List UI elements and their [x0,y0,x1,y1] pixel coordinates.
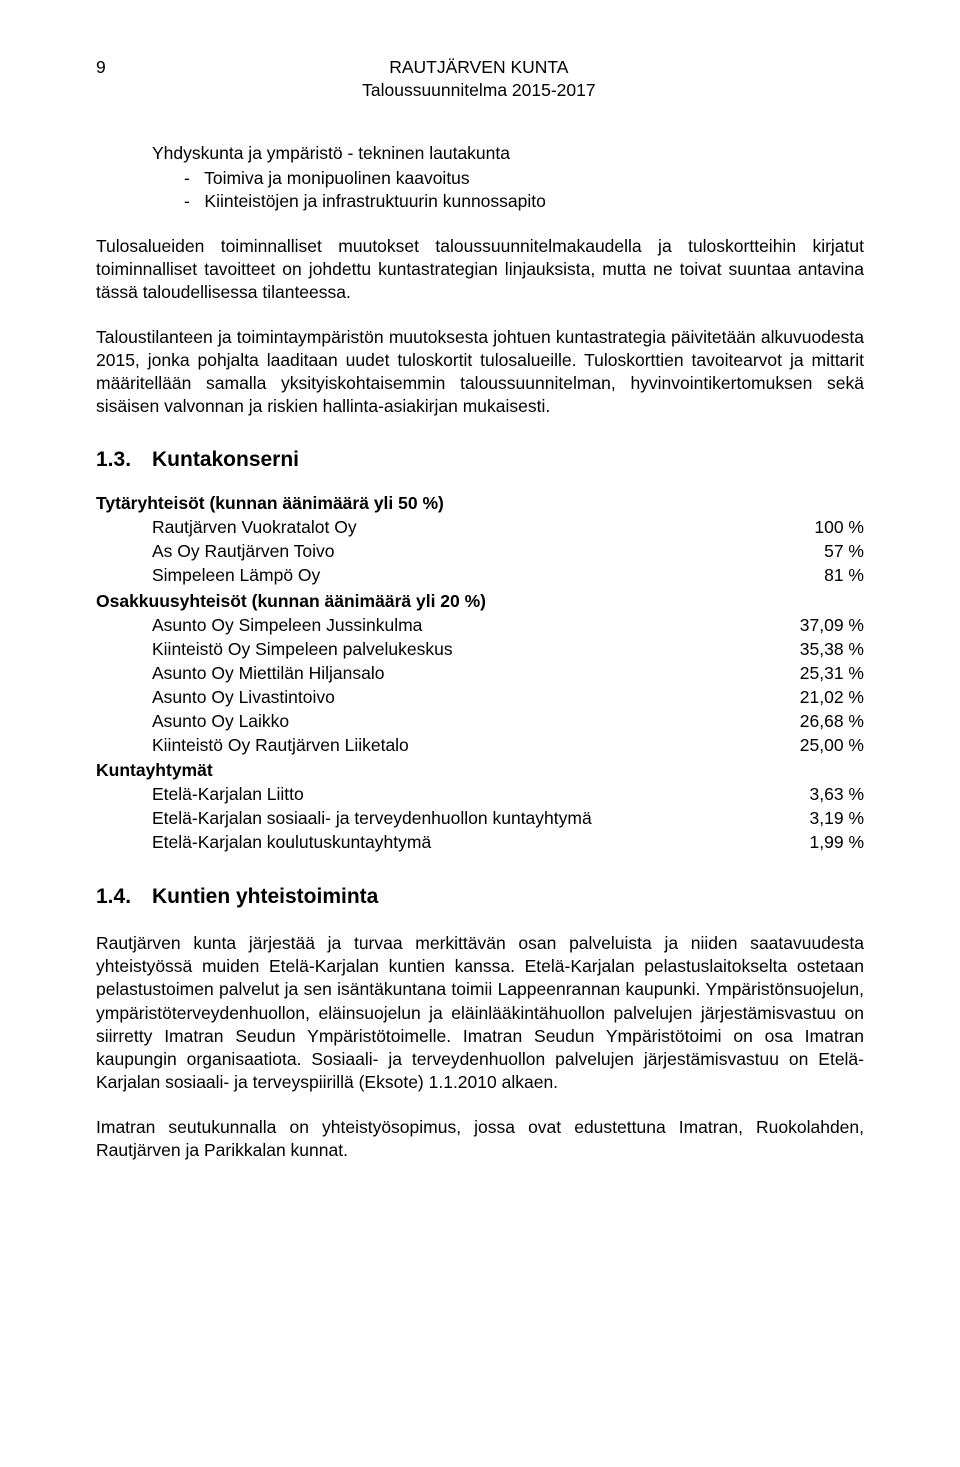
section-number: 1.3. [96,446,152,474]
row-value: 35,38 % [764,638,864,661]
paragraph: Taloustilanteen ja toimintaympäristön mu… [96,326,864,418]
row-label: Rautjärven Vuokratalot Oy [152,516,357,539]
section-heading-13: 1.3.Kuntakonserni [96,446,864,474]
row-value: 1,99 % [764,831,864,854]
row-label: Kiinteistö Oy Rautjärven Liiketalo [152,734,409,757]
row-label: Etelä-Karjalan sosiaali- ja terveydenhuo… [152,807,592,830]
table-row: Etelä-Karjalan koulutuskuntayhtymä 1,99 … [96,831,864,854]
row-value: 3,19 % [764,807,864,830]
document-page: 9 RAUTJÄRVEN KUNTA Taloussuunnitelma 201… [0,0,960,1222]
table-row: Etelä-Karjalan sosiaali- ja terveydenhuo… [96,807,864,830]
table-row: Asunto Oy Livastintoivo 21,02 % [96,686,864,709]
row-label: Asunto Oy Simpeleen Jussinkulma [152,614,422,637]
section-number: 1.4. [96,883,152,911]
table-row: Etelä-Karjalan Liitto 3,63 % [96,783,864,806]
header-title-line2: Taloussuunnitelma 2015-2017 [106,79,852,102]
table-row: Asunto Oy Simpeleen Jussinkulma 37,09 % [96,614,864,637]
row-label: Kiinteistö Oy Simpeleen palvelukeskus [152,638,453,661]
group-heading: Tytäryhteisöt (kunnan äänimäärä yli 50 %… [96,492,864,515]
table-row: Kiinteistö Oy Simpeleen palvelukeskus 35… [96,638,864,661]
group-kuntayhtymat: Kuntayhtymät Etelä-Karjalan Liitto 3,63 … [96,759,864,854]
row-value: 81 % [764,564,864,587]
header-title-line1: RAUTJÄRVEN KUNTA [106,56,852,79]
row-value: 37,09 % [764,614,864,637]
table-row: As Oy Rautjärven Toivo 57 % [96,540,864,563]
row-value: 21,02 % [764,686,864,709]
table-row: Asunto Oy Miettilän Hiljansalo 25,31 % [96,662,864,685]
row-value: 25,31 % [764,662,864,685]
row-label: Etelä-Karjalan koulutuskuntayhtymä [152,831,431,854]
row-value: 100 % [764,516,864,539]
paragraph: Imatran seutukunnalla on yhteistyösopimu… [96,1116,864,1162]
table-row: Kiinteistö Oy Rautjärven Liiketalo 25,00… [96,734,864,757]
group-heading: Kuntayhtymät [96,759,864,782]
paragraph: Tulosalueiden toiminnalliset muutokset t… [96,235,864,304]
section-heading-14: 1.4.Kuntien yhteistoiminta [96,883,864,911]
intro-lead: Yhdyskunta ja ympäristö - tekninen lauta… [152,142,864,165]
row-label: As Oy Rautjärven Toivo [152,540,335,563]
row-value: 57 % [764,540,864,563]
paragraph: Rautjärven kunta järjestää ja turvaa mer… [96,932,864,1094]
table-row: Simpeleen Lämpö Oy 81 % [96,564,864,587]
row-label: Simpeleen Lämpö Oy [152,564,320,587]
page-header: 9 RAUTJÄRVEN KUNTA Taloussuunnitelma 201… [96,56,864,102]
page-number: 9 [96,56,106,79]
row-label: Asunto Oy Livastintoivo [152,686,335,709]
document-body: Yhdyskunta ja ympäristö - tekninen lauta… [96,142,864,1163]
list-item: Toimiva ja monipuolinen kaavoitus [184,167,864,190]
group-osakkuusyhteisot: Osakkuusyhteisöt (kunnan äänimäärä yli 2… [96,590,864,758]
row-value: 25,00 % [764,734,864,757]
row-label: Etelä-Karjalan Liitto [152,783,304,806]
intro-bullet-list: Toimiva ja monipuolinen kaavoitus Kiinte… [184,167,864,213]
group-tytaryhteisot: Tytäryhteisöt (kunnan äänimäärä yli 50 %… [96,492,864,587]
table-row: Asunto Oy Laikko 26,68 % [96,710,864,733]
row-value: 3,63 % [764,783,864,806]
section-title: Kuntakonserni [152,448,299,471]
table-row: Rautjärven Vuokratalot Oy 100 % [96,516,864,539]
section-title: Kuntien yhteistoiminta [152,885,378,908]
group-heading: Osakkuusyhteisöt (kunnan äänimäärä yli 2… [96,590,864,613]
row-label: Asunto Oy Laikko [152,710,289,733]
list-item: Kiinteistöjen ja infrastruktuurin kunnos… [184,190,864,213]
page-header-title: RAUTJÄRVEN KUNTA Taloussuunnitelma 2015-… [106,56,852,102]
row-value: 26,68 % [764,710,864,733]
row-label: Asunto Oy Miettilän Hiljansalo [152,662,384,685]
